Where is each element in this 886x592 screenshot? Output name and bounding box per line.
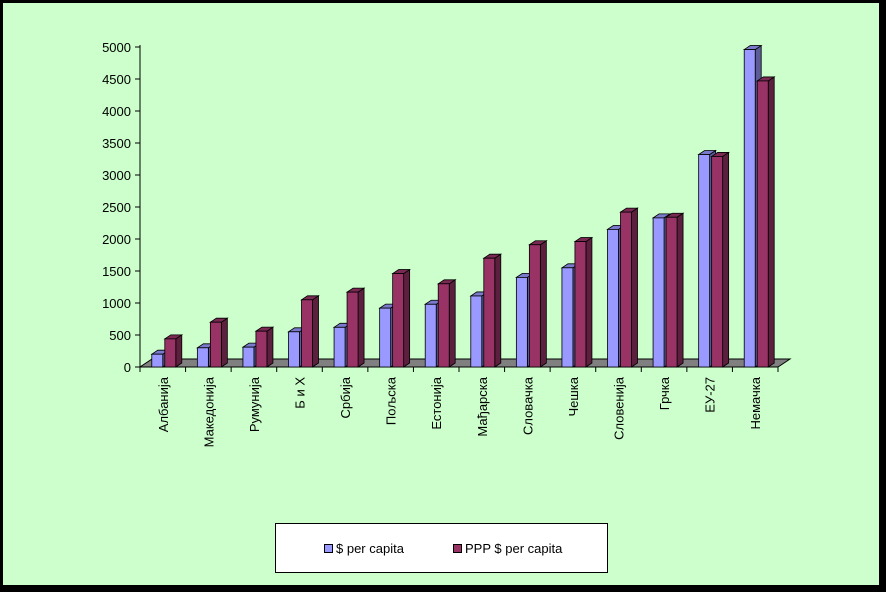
bar-2-5 <box>391 268 411 368</box>
x-category-label-3: Б и Х <box>293 377 308 409</box>
x-category-label-13: Немачка <box>748 376 763 429</box>
y-tick-label-9: 4500 <box>102 72 131 87</box>
chart-floor <box>138 358 792 368</box>
legend-item-series-1: $ per capita <box>324 541 404 556</box>
legend-item-series-2: PPP $ per capita <box>453 541 562 556</box>
x-category-label-2: Румунија <box>247 376 262 432</box>
x-category-label-5: Пољска <box>384 376 399 425</box>
chart-area: 0 500 1000 1500 2000 2500 3000 3500 4000 4500 5000… <box>3 3 879 585</box>
bar-2-9 <box>573 236 594 368</box>
y-tick-label-4: 2000 <box>102 232 131 247</box>
bar-2-4 <box>345 287 366 368</box>
legend: $ per capita PPP $ per capita <box>275 523 608 573</box>
y-tick-label-5: 2500 <box>102 200 131 215</box>
legend-swatch-series-1 <box>324 544 333 553</box>
y-tick-label-7: 3500 <box>102 136 131 151</box>
x-category-label-6: Естонија <box>429 376 444 429</box>
y-tick-label-3: 1500 <box>102 264 131 279</box>
x-category-label-10: Словенија <box>612 376 627 440</box>
bar-2-7 <box>482 253 503 368</box>
legend-label-series-1: $ per capita <box>336 541 404 556</box>
x-category-label-4: Србија <box>338 376 353 418</box>
y-tick-label-10: 5000 <box>102 40 131 55</box>
bar-2-8 <box>528 240 548 368</box>
y-tick-label-2: 1000 <box>102 296 131 311</box>
y-tick-label-1: 500 <box>109 328 131 343</box>
x-category-label-9: Чешка <box>566 376 581 416</box>
y-tick-label-6: 3000 <box>102 168 131 183</box>
chart-plot: 0 500 1000 1500 2000 2500 3000 3500 4000 4500 5000… <box>102 40 792 447</box>
bar-2-13 <box>755 76 776 368</box>
bar-2-2 <box>254 326 275 368</box>
x-category-label-0: Албанија <box>156 376 171 432</box>
bar-2-0 <box>163 334 184 368</box>
bar-2-6 <box>436 279 457 368</box>
bar-2-3 <box>300 295 320 368</box>
legend-swatch-series-2 <box>453 544 462 553</box>
y-tick-label-0: 0 <box>124 360 131 375</box>
x-category-label-8: Словачка <box>520 376 535 435</box>
legend-label-series-2: PPP $ per capita <box>465 541 563 556</box>
bar-2-10 <box>619 207 639 368</box>
bar-2-12 <box>710 151 730 368</box>
x-category-label-12: ЕУ-27 <box>703 377 718 413</box>
x-category-label-1: Македонија <box>201 376 216 447</box>
bar-2-1 <box>209 317 229 368</box>
bar-2-11 <box>664 212 685 368</box>
x-category-label-11: Грчка <box>657 376 672 410</box>
y-tick-label-8: 4000 <box>102 104 131 119</box>
x-category-label-7: Мађарска <box>475 376 490 436</box>
